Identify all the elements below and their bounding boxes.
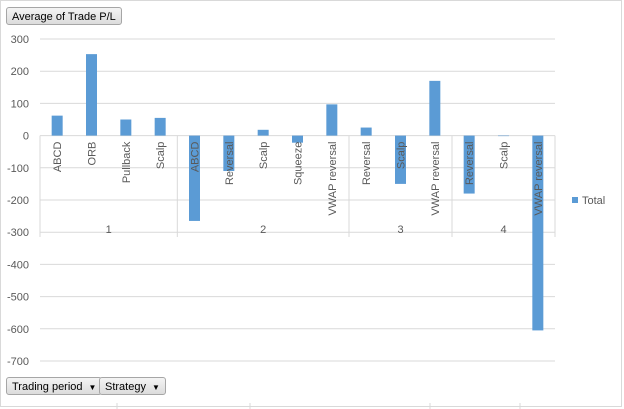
y-tick-label: -200 <box>7 195 29 207</box>
bar <box>395 135 406 184</box>
y-tick-label: -400 <box>7 259 29 271</box>
bar <box>463 135 475 194</box>
bar <box>120 119 132 136</box>
value-field-label: Average of Trade P/L <box>12 11 116 23</box>
category-label: Scalp <box>155 142 167 170</box>
y-tick-label: -300 <box>7 227 29 239</box>
category-label: VWAP reversal <box>327 142 339 216</box>
dropdown-arrow-icon: ▼ <box>88 383 97 392</box>
bar <box>292 135 303 143</box>
category-label: VWAP reversal <box>533 142 545 216</box>
x-axis: ABCD ORB Pullback Scalp ABCD Reversal Scalp Squ… <box>39 135 556 237</box>
bar <box>498 135 509 137</box>
legend-swatch <box>572 197 578 203</box>
bar <box>429 80 441 136</box>
bar <box>532 135 544 331</box>
value-field-button[interactable]: Average of Trade P/L <box>6 7 122 25</box>
y-tick-label: 300 <box>11 34 29 46</box>
group-label: 3 <box>397 224 403 236</box>
bars <box>51 54 544 331</box>
group-label: 4 <box>500 224 506 236</box>
bar <box>257 129 269 136</box>
y-tick-label: -100 <box>7 163 29 175</box>
category-label: Scalp <box>258 142 270 170</box>
category-label: VWAP reversal <box>430 142 442 216</box>
bar <box>51 115 63 136</box>
group-label: 1 <box>106 224 112 236</box>
dropdown-arrow-icon: ▼ <box>151 383 160 392</box>
category-label: Reversal <box>361 142 373 185</box>
y-tick-label: 200 <box>11 66 29 78</box>
bar <box>189 135 200 221</box>
category-label: ORB <box>87 142 99 166</box>
category-label: Pullback <box>121 141 133 183</box>
bar <box>154 117 166 136</box>
category-label: Reversal <box>224 142 236 185</box>
legend: Total <box>572 195 605 207</box>
category-label: Squeeze <box>293 142 305 185</box>
bar <box>360 127 372 136</box>
y-tick-label: -700 <box>7 356 29 368</box>
legend-label: Total <box>582 195 605 207</box>
trading-period-filter-label: Trading period <box>12 381 83 393</box>
strategy-filter-label: Strategy <box>105 381 146 393</box>
bar <box>223 135 235 172</box>
gridlines <box>40 38 555 362</box>
y-tick-label: 0 <box>23 131 29 143</box>
y-tick-label: 100 <box>11 98 29 110</box>
bar <box>86 54 97 136</box>
bar <box>326 104 338 136</box>
category-label: Scalp <box>499 142 511 170</box>
strategy-filter-button[interactable]: Strategy ▼ <box>99 377 166 395</box>
category-label: Scalp <box>396 142 408 170</box>
y-axis: 300 200 100 0 -100 -200 -300 -400 -500 -600 -700 <box>7 34 29 368</box>
group-label: 2 <box>260 224 266 236</box>
category-label: ABCD <box>190 142 202 173</box>
category-label: Reversal <box>464 142 476 185</box>
y-tick-label: -600 <box>7 324 29 336</box>
bottom-edge-ticks <box>116 403 521 409</box>
category-label: ABCD <box>52 142 64 173</box>
y-tick-label: -500 <box>7 292 29 304</box>
trading-period-filter-button[interactable]: Trading period ▼ <box>6 377 103 395</box>
